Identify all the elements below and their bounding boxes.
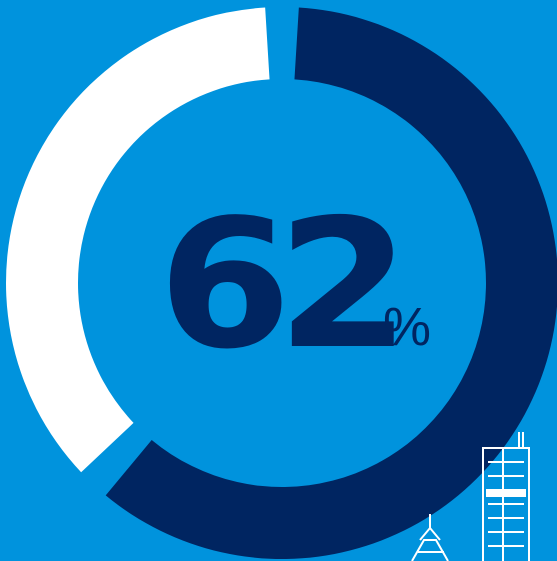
donut-slices xyxy=(5,7,557,559)
donut-slice-value xyxy=(105,7,557,559)
donut-slice-remainder xyxy=(5,7,270,473)
